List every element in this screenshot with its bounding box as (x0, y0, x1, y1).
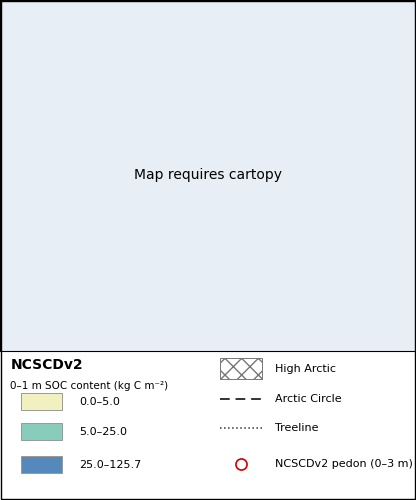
Text: High Arctic: High Arctic (275, 364, 336, 374)
Bar (21, 423, 62, 440)
Text: 0.0–5.0: 0.0–5.0 (79, 397, 120, 407)
Text: 5.0–25.0: 5.0–25.0 (79, 426, 127, 436)
Text: Arctic Circle: Arctic Circle (275, 394, 341, 404)
Bar (220, 358, 262, 379)
Bar (21, 394, 62, 410)
Text: NCSCDv2: NCSCDv2 (10, 358, 83, 372)
Text: 0–1 m SOC content (kg C m⁻²): 0–1 m SOC content (kg C m⁻²) (10, 380, 168, 390)
Text: 25.0–125.7: 25.0–125.7 (79, 460, 141, 469)
Bar (21, 456, 62, 473)
Text: Treeline: Treeline (275, 424, 318, 434)
Text: Map requires cartopy: Map requires cartopy (134, 168, 282, 182)
Text: NCSCDv2 pedon (0–3 m): NCSCDv2 pedon (0–3 m) (275, 459, 412, 469)
